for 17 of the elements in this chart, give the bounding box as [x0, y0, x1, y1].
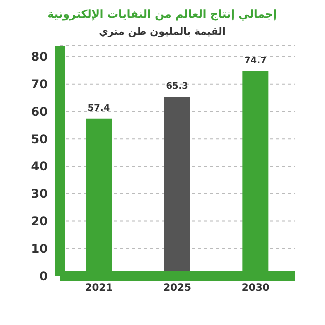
y-tick-label: 10 [31, 242, 48, 256]
x-tick-label: 2030 [242, 283, 270, 294]
y-tick-label: 70 [31, 78, 48, 92]
y-tick-label: 30 [31, 187, 48, 202]
x-tick-label: 2021 [85, 283, 114, 294]
y-tick-label: 80 [31, 50, 48, 64]
chart-title: إجمالي إنتاج العالم من النفايات الإلكترونية [46, 8, 278, 21]
y-tick-label: 0 [40, 269, 48, 284]
y-tick-label: 60 [31, 104, 48, 119]
x-tick-label: 2025 [164, 283, 192, 294]
y-tick-label: 40 [31, 160, 48, 174]
y-tick-label: 50 [31, 132, 48, 146]
data-label: 57.4 [88, 104, 110, 114]
chart-subtitle: القيمة بالمليون طن متري [98, 27, 227, 38]
y-tick-label: 20 [31, 214, 48, 228]
data-label: 74.7 [244, 56, 267, 66]
data-label: 65.3 [166, 82, 188, 92]
